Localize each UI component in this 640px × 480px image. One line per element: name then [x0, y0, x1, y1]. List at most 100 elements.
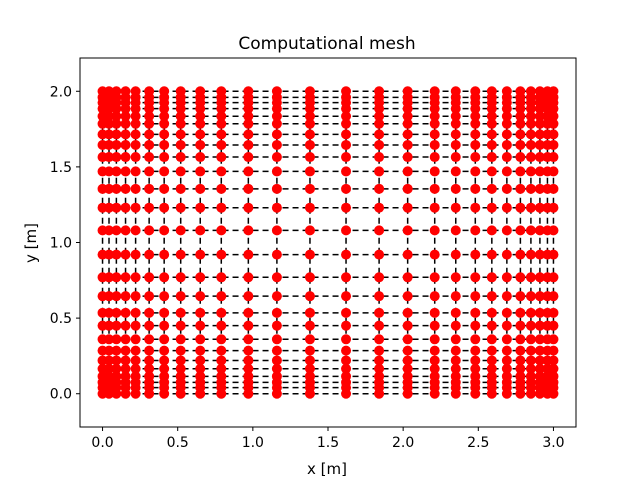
- mesh-node-point: [534, 320, 545, 331]
- mesh-node-point: [470, 129, 481, 140]
- mesh-node-point: [104, 249, 115, 260]
- mesh-node-point: [374, 202, 385, 213]
- mesh-node-point: [429, 225, 440, 236]
- mesh-node-point: [548, 152, 559, 163]
- mesh-node-point: [175, 272, 186, 283]
- mesh-node-point: [486, 183, 497, 194]
- mesh-node-point: [304, 183, 315, 194]
- mesh-node-point: [470, 371, 481, 382]
- mesh-node-point: [515, 334, 526, 345]
- mesh-node-point: [304, 118, 315, 129]
- mesh-node-point: [548, 371, 559, 382]
- mesh-node-point: [271, 202, 282, 213]
- mesh-node-point: [374, 86, 385, 97]
- mesh-node-point: [243, 371, 254, 382]
- mesh-node-point: [486, 249, 497, 260]
- mesh-node-point: [548, 249, 559, 260]
- mesh-node-point: [515, 225, 526, 236]
- mesh-node-point: [195, 111, 206, 122]
- mesh-node-point: [159, 249, 170, 260]
- mesh-node-point: [374, 320, 385, 331]
- mesh-node-point: [130, 183, 141, 194]
- chart-title: Computational mesh: [238, 34, 415, 54]
- mesh-node-point: [120, 363, 131, 374]
- mesh-node-point: [548, 111, 559, 122]
- mesh-node-point: [175, 139, 186, 150]
- mesh-node-point: [120, 111, 131, 122]
- mesh-node-point: [525, 139, 536, 150]
- mesh-node-point: [111, 86, 122, 97]
- mesh-node-point: [120, 225, 131, 236]
- mesh-node-point: [429, 129, 440, 140]
- mesh-node-point: [304, 307, 315, 318]
- mesh-node-point: [525, 118, 536, 129]
- mesh-node-point: [271, 111, 282, 122]
- mesh-node-point: [515, 202, 526, 213]
- mesh-node-point: [104, 320, 115, 331]
- mesh-node-point: [374, 183, 385, 194]
- plot-area: 0.0 0.5 1.0 1.5 2.0 2.5 3.0 0.0 0.5 1.0 1.5 2.0: [50, 57, 577, 451]
- mesh-node-point: [243, 152, 254, 163]
- mesh-node-point: [175, 363, 186, 374]
- mesh-node-point: [341, 307, 352, 318]
- mesh-node-point: [243, 345, 254, 356]
- mesh-node-point: [450, 371, 461, 382]
- mesh-node-point: [501, 307, 512, 318]
- mesh-node-point: [271, 371, 282, 382]
- mesh-node-point: [534, 334, 545, 345]
- y-tick-label: 1.5: [50, 160, 72, 176]
- mesh-node-point: [144, 139, 155, 150]
- mesh-node-point: [271, 152, 282, 163]
- mesh-node-point: [515, 307, 526, 318]
- mesh-node-point: [144, 291, 155, 302]
- mesh-node-point: [120, 139, 131, 150]
- mesh-node-point: [525, 183, 536, 194]
- mesh-node-point: [104, 86, 115, 97]
- mesh-node-point: [486, 111, 497, 122]
- mesh-node-point: [216, 307, 227, 318]
- mesh-node-point: [111, 129, 122, 140]
- mesh-node-point: [374, 139, 385, 150]
- mesh-node-point: [159, 320, 170, 331]
- mesh-node-point: [304, 152, 315, 163]
- mesh-node-point: [130, 202, 141, 213]
- mesh-node-point: [374, 225, 385, 236]
- mesh-node-point: [130, 345, 141, 356]
- mesh-node-point: [429, 363, 440, 374]
- mesh-node-point: [130, 225, 141, 236]
- mesh-node-point: [243, 291, 254, 302]
- mesh-node-point: [341, 272, 352, 283]
- mesh-node-point: [402, 183, 413, 194]
- mesh-node-point: [195, 86, 206, 97]
- mesh-node-point: [175, 118, 186, 129]
- mesh-node-point: [130, 118, 141, 129]
- mesh-node-point: [175, 225, 186, 236]
- mesh-node-point: [402, 334, 413, 345]
- mesh-node-point: [216, 152, 227, 163]
- mesh-node-point: [144, 111, 155, 122]
- mesh-node-point: [120, 345, 131, 356]
- mesh-node-point: [243, 307, 254, 318]
- mesh-node-point: [111, 225, 122, 236]
- mesh-node-point: [450, 291, 461, 302]
- mesh-node-point: [243, 183, 254, 194]
- mesh-node-point: [450, 202, 461, 213]
- mesh-node-point: [159, 111, 170, 122]
- mesh-node-point: [243, 111, 254, 122]
- mesh-node-point: [271, 272, 282, 283]
- y-axis-label: y [m]: [22, 223, 40, 263]
- mesh-node-point: [144, 86, 155, 97]
- mesh-node-point: [450, 345, 461, 356]
- mesh-node-point: [429, 371, 440, 382]
- mesh-node-point: [470, 363, 481, 374]
- mesh-node-point: [548, 355, 559, 366]
- mesh-node-point: [159, 355, 170, 366]
- mesh-node-point: [515, 320, 526, 331]
- mesh-node-point: [402, 202, 413, 213]
- mesh-node-point: [195, 249, 206, 260]
- mesh-node-point: [450, 225, 461, 236]
- mesh-node-point: [450, 139, 461, 150]
- mesh-node-point: [104, 345, 115, 356]
- mesh-node-point: [470, 291, 481, 302]
